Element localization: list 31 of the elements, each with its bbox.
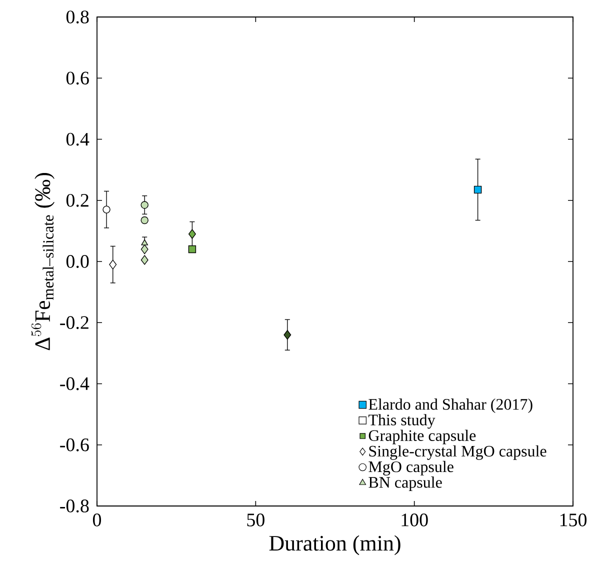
legend-label: Single-crystal MgO capsule	[369, 445, 546, 460]
point	[141, 239, 148, 246]
point	[140, 255, 148, 265]
legend-label: Graphite capsule	[368, 430, 476, 444]
y-tick-label: 0.6	[66, 72, 89, 85]
point	[284, 330, 292, 340]
x-axis-title: Duration (min)	[269, 535, 400, 556]
y-tick-label: -0.4	[60, 377, 90, 390]
y-tick-label: 0.2	[66, 194, 88, 207]
point	[188, 245, 196, 254]
y-tick-label: -0.2	[60, 316, 88, 330]
x-tick-label: 0	[92, 514, 102, 526]
point	[474, 186, 482, 194]
y-axis-title: $\text{Δ}^{56}\text{Fe}_{\text{metal–silicate}}\ \text{(‰)}$	[31, 173, 55, 350]
point	[109, 260, 117, 270]
point	[140, 244, 148, 254]
point	[102, 206, 110, 214]
legend-label: MgO capsule	[368, 460, 454, 476]
y-tick-label: 0.8	[66, 10, 89, 24]
y-tick-label: -0.8	[60, 500, 89, 512]
legend-label: Elardo and Shahar (2017)	[368, 398, 532, 414]
point	[140, 201, 148, 209]
y-tick-label: -0.6	[60, 438, 89, 452]
y-tick-label: 0.0	[66, 255, 89, 268]
annotation: This study	[368, 414, 436, 429]
x-tick-label: 150	[560, 514, 587, 526]
x-tick-label: 50	[247, 514, 264, 526]
legend-label: BN capsule	[368, 476, 442, 492]
x-tick-label: 100	[402, 514, 428, 526]
y-tick-label: 0.4	[66, 132, 90, 146]
point	[140, 216, 148, 224]
